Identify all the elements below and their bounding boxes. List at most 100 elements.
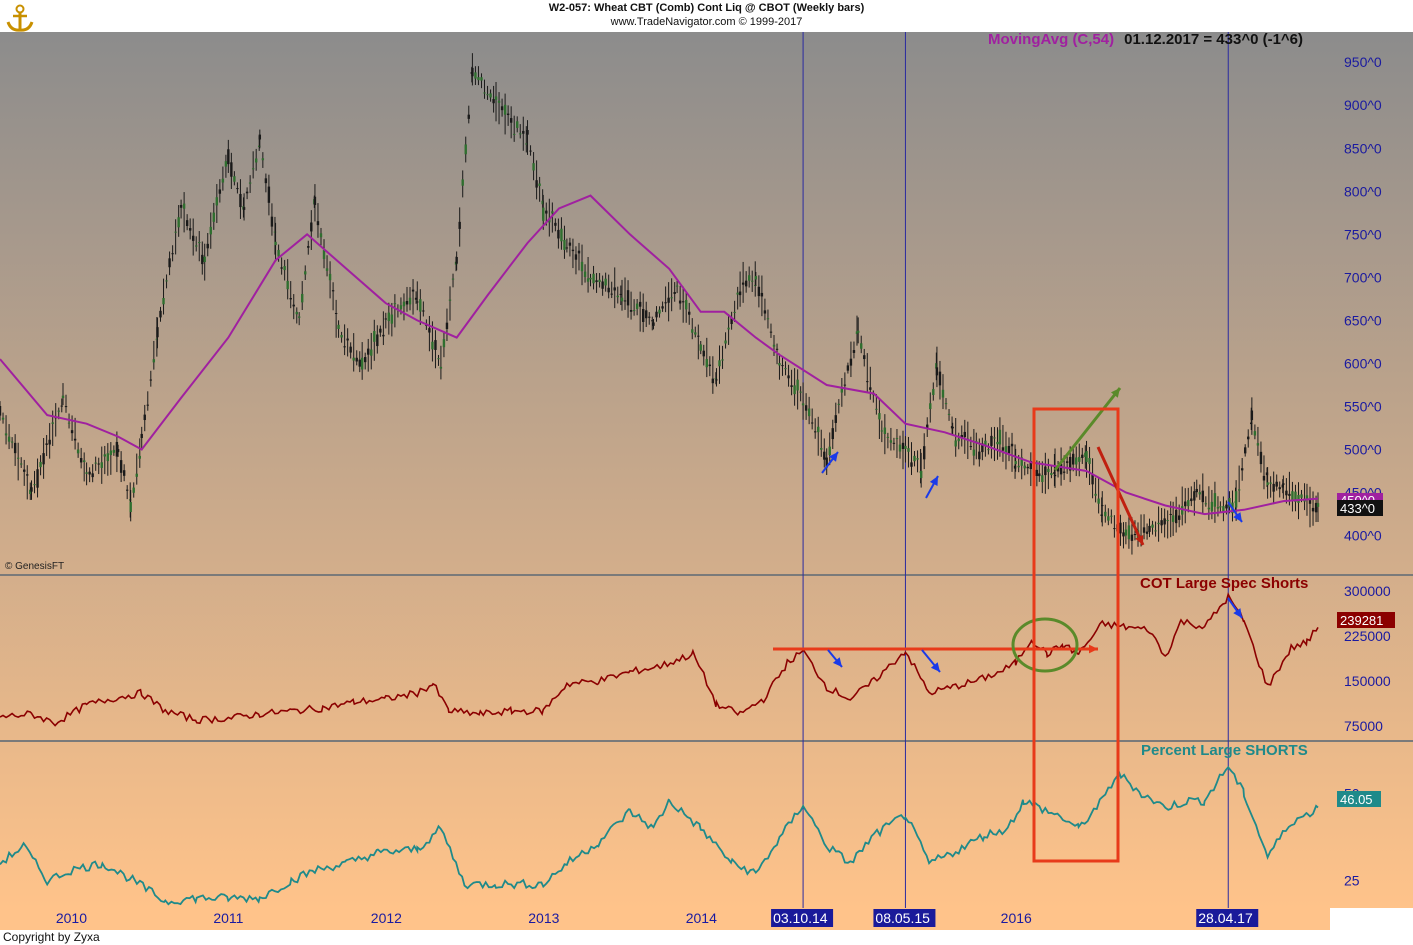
price-tick-label: 550^0 [1344,398,1382,414]
green-circle-highlight [1011,617,1079,673]
x-date-highlight [1196,909,1259,927]
moving-average-label: MovingAvg (C,54) [988,31,1115,48]
price-candle-body [474,72,477,79]
price-candle-body [1013,465,1017,469]
price-candle-body [586,278,590,282]
price-candle-body [30,487,33,492]
red-highlight-box [1032,407,1120,863]
price-candle-body [947,413,951,415]
price-candle-body [116,449,120,453]
price-candle-body [996,441,999,445]
price-candle-body [595,280,598,283]
price-candle-body [387,312,391,322]
price-candle-body [541,200,544,205]
price-candle-body [736,292,739,295]
price-candle-body [1195,488,1198,493]
price-candle-body [1001,447,1005,451]
price-candle-body [984,440,987,447]
price-candle-body [724,340,727,344]
price-candle-body [607,287,610,293]
cot-tick-label: 75000 [1344,718,1383,734]
price-candle-body [1007,445,1011,454]
price-candle-body [1047,468,1050,473]
price-candle-body [230,162,233,177]
price-candle-body [489,93,492,98]
price-candle-body [297,316,301,318]
price-candle-body [274,241,277,246]
price-candle-body [760,292,764,297]
price-candle-body [866,381,869,383]
price-candle-body [856,330,860,333]
price-candle-body [264,178,268,184]
price-candle-body [1148,525,1151,532]
price-candle-body [1190,498,1193,502]
price-candle-body [935,363,938,369]
price-candle-body [64,406,68,408]
price-candle-body [251,168,255,170]
price-candle-body [592,273,595,284]
price-candle-body [76,449,80,454]
price-candle-body [784,368,787,370]
price-candle-body [916,458,919,460]
price-candle-body [987,449,990,451]
price-candle-body [519,133,522,135]
price-candle-body [437,358,440,360]
price-candle-body [422,310,425,312]
price-candle-body [910,462,913,467]
price-candle-body [182,203,186,209]
price-candle-body [681,301,685,303]
price-candle-body [379,328,382,333]
price-candle-body [439,366,443,369]
price-candle-body [1130,534,1134,541]
price-candle-body [125,489,129,491]
price-candle-body [177,217,180,228]
price-candle-body [155,338,159,340]
price-candle-body [869,387,872,390]
price-candle-body [661,306,664,309]
price-candle-body [1275,481,1278,487]
price-candle-body [1014,461,1017,465]
x-date-highlight [873,909,936,927]
price-candle-body [733,311,736,313]
price-candle-body [1053,472,1056,474]
x-date-highlight-label: 08.05.15 [875,910,930,926]
price-candle-body [458,221,461,229]
price-candle-body [370,349,373,356]
red-down-arrow [1096,446,1145,546]
price-candle-body [360,357,364,370]
price-candle-body [209,226,212,235]
price-candle-body [516,121,519,128]
price-candle-body [828,446,831,456]
price-candle-body [721,359,724,361]
price-candle-body [140,433,143,439]
price-candle-body [0,406,2,416]
price-candle-body [1023,465,1026,469]
price-candle-body [1044,466,1047,476]
price-candle-body [179,204,183,208]
price-tick-label: 650^0 [1344,312,1382,328]
price-candle-body [258,145,261,148]
price-candle-body [10,441,14,443]
price-candle-body [416,301,419,303]
price-candle-body [804,405,808,411]
price-candle-body [1237,489,1241,491]
price-candle-body [1281,484,1284,488]
price-candle-body [629,310,633,312]
price-candle-body [509,118,513,123]
price-candle-body [242,207,246,210]
price-candle-body [455,257,458,264]
price-candle-body [1253,431,1257,436]
blue-arrow-head [832,657,842,667]
price-candle-body [655,311,658,318]
price-candle-body [554,222,557,226]
price-candle-body [1250,422,1253,425]
price-candle-body [33,484,36,486]
price-candle-body [898,444,902,452]
price-candle-body [691,329,694,333]
price-candle-body [94,462,97,464]
price-candle-body [981,443,984,453]
price-candle-body [483,92,486,94]
price-candle-body [129,502,132,513]
cot-series-line [0,592,1319,727]
price-candle-body [1282,483,1285,485]
